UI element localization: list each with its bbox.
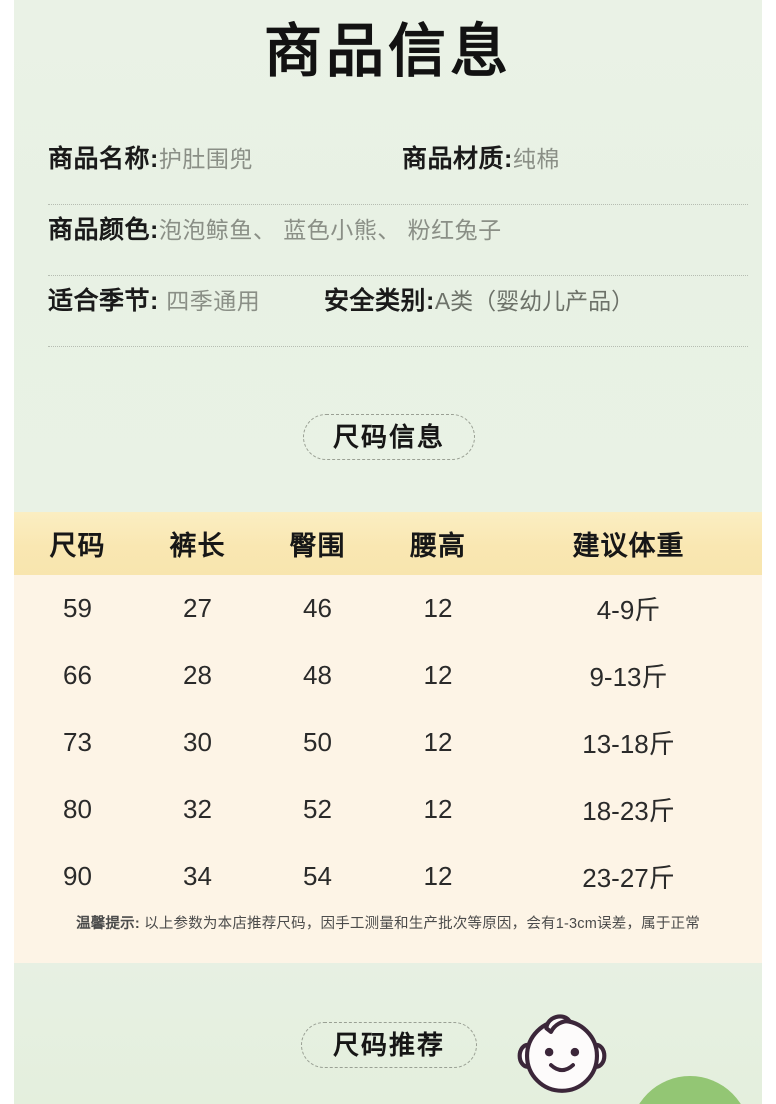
- info-label: 适合季节: [48, 287, 151, 315]
- table-header-cell: 裤长: [169, 531, 226, 561]
- table-cell-hip: 54: [303, 861, 332, 891]
- table-row: 80 32 52 12 18-23斤: [14, 776, 762, 843]
- badge-size-info: 尺码信息: [303, 414, 475, 460]
- table-cell-size: 66: [63, 660, 92, 690]
- background-band-bottom: [14, 963, 762, 1104]
- table-header-cell: 臀围: [289, 531, 346, 561]
- info-pair-color: 商品颜色:泡泡鲸鱼、 蓝色小熊、 粉红兔子: [48, 211, 502, 253]
- info-row: 商品颜色:泡泡鲸鱼、 蓝色小熊、 粉红兔子: [48, 205, 748, 276]
- background-band-table-body: [14, 575, 762, 963]
- table-cell-weight: 18-23斤: [582, 796, 675, 826]
- table-row: 73 30 50 12 13-18斤: [14, 709, 762, 776]
- table-header-cell: 建议体重: [572, 531, 685, 561]
- table-header-cell: 尺码: [49, 531, 106, 561]
- page-title: 商品信息: [263, 19, 512, 84]
- table-row: 66 28 48 12 9-13斤: [14, 642, 762, 709]
- table-cell-weight: 13-18斤: [582, 729, 675, 759]
- info-pair-season: 适合季节: 四季通用: [48, 282, 260, 324]
- table-cell-hip: 46: [303, 593, 332, 623]
- info-pair-material: 商品材质:纯棉: [402, 140, 560, 182]
- info-separator: :: [150, 145, 159, 173]
- table-cell-length: 27: [183, 593, 212, 623]
- info-row: 适合季节: 四季通用 安全类别:A类（婴幼儿产品）: [48, 276, 748, 347]
- table-header-row: 尺码 裤长 臀围 腰高 建议体重: [14, 512, 762, 575]
- table-cell-waist-height: 12: [423, 660, 453, 690]
- table-cell-weight: 23-27斤: [582, 863, 675, 893]
- info-value: A类（婴幼儿产品）: [434, 288, 635, 314]
- badge-size-recommend: 尺码推荐: [301, 1022, 477, 1068]
- info-separator: :: [426, 287, 435, 315]
- info-separator: :: [150, 287, 167, 315]
- info-label: 商品材质: [402, 145, 505, 173]
- baby-face-icon: [516, 1008, 608, 1100]
- table-cell-size: 90: [63, 861, 92, 891]
- table-cell-length: 32: [183, 794, 212, 824]
- table-cell-waist-height: 12: [423, 861, 453, 891]
- info-row: 商品名称:护肚围兜 商品材质:纯棉: [48, 134, 748, 205]
- table-cell-hip: 50: [303, 727, 332, 757]
- info-value: 纯棉: [512, 146, 560, 172]
- info-value: 四季通用: [166, 288, 261, 314]
- background-band-table-header: [14, 512, 762, 575]
- info-pair-safety-class: 安全类别:A类（婴幼儿产品）: [324, 282, 634, 324]
- info-value: 护肚围兜: [158, 146, 253, 172]
- info-pair-product-name: 商品名称:护肚围兜: [48, 140, 253, 182]
- table-cell-length: 30: [183, 727, 212, 757]
- table-cell-hip: 52: [303, 794, 332, 824]
- table-cell-size: 59: [63, 593, 92, 623]
- info-label: 商品颜色: [48, 216, 151, 244]
- table-row: 90 34 54 12 23-27斤: [14, 843, 762, 910]
- background-band-top: [14, 0, 762, 512]
- table-cell-hip: 48: [303, 660, 332, 690]
- table-cell-waist-height: 12: [423, 593, 453, 623]
- size-table: 尺码 裤长 臀围 腰高 建议体重 59 27 46 12 4-9斤 66 28 …: [14, 512, 762, 910]
- info-separator: :: [504, 145, 513, 173]
- table-header-cell: 腰高: [410, 531, 466, 561]
- table-cell-size: 73: [63, 727, 92, 757]
- size-table-note: 温馨提示: 以上参数为本店推荐尺码，因手工测量和生产批次等原因，会有1-3cm误…: [14, 912, 762, 933]
- table-cell-size: 80: [63, 794, 92, 824]
- note-label: 温馨提示:: [76, 916, 140, 932]
- table-cell-weight: 4-9斤: [596, 595, 661, 625]
- table-cell-length: 34: [183, 861, 212, 891]
- table-row: 59 27 46 12 4-9斤: [14, 575, 762, 642]
- note-text: 以上参数为本店推荐尺码，因手工测量和生产批次等原因，会有1-3cm误差，属于正常: [139, 916, 700, 932]
- product-info-list: 商品名称:护肚围兜 商品材质:纯棉 商品颜色:泡泡鲸鱼、 蓝色小熊、 粉红兔子 …: [48, 134, 748, 347]
- info-value: 泡泡鲸鱼、 蓝色小熊、 粉红兔子: [158, 217, 502, 243]
- table-cell-length: 28: [183, 660, 212, 690]
- info-separator: :: [150, 216, 159, 244]
- table-cell-waist-height: 12: [423, 727, 453, 757]
- info-label: 商品名称: [48, 145, 151, 173]
- table-cell-weight: 9-13斤: [589, 662, 668, 692]
- table-cell-waist-height: 12: [423, 794, 453, 824]
- info-label: 安全类别: [324, 287, 427, 315]
